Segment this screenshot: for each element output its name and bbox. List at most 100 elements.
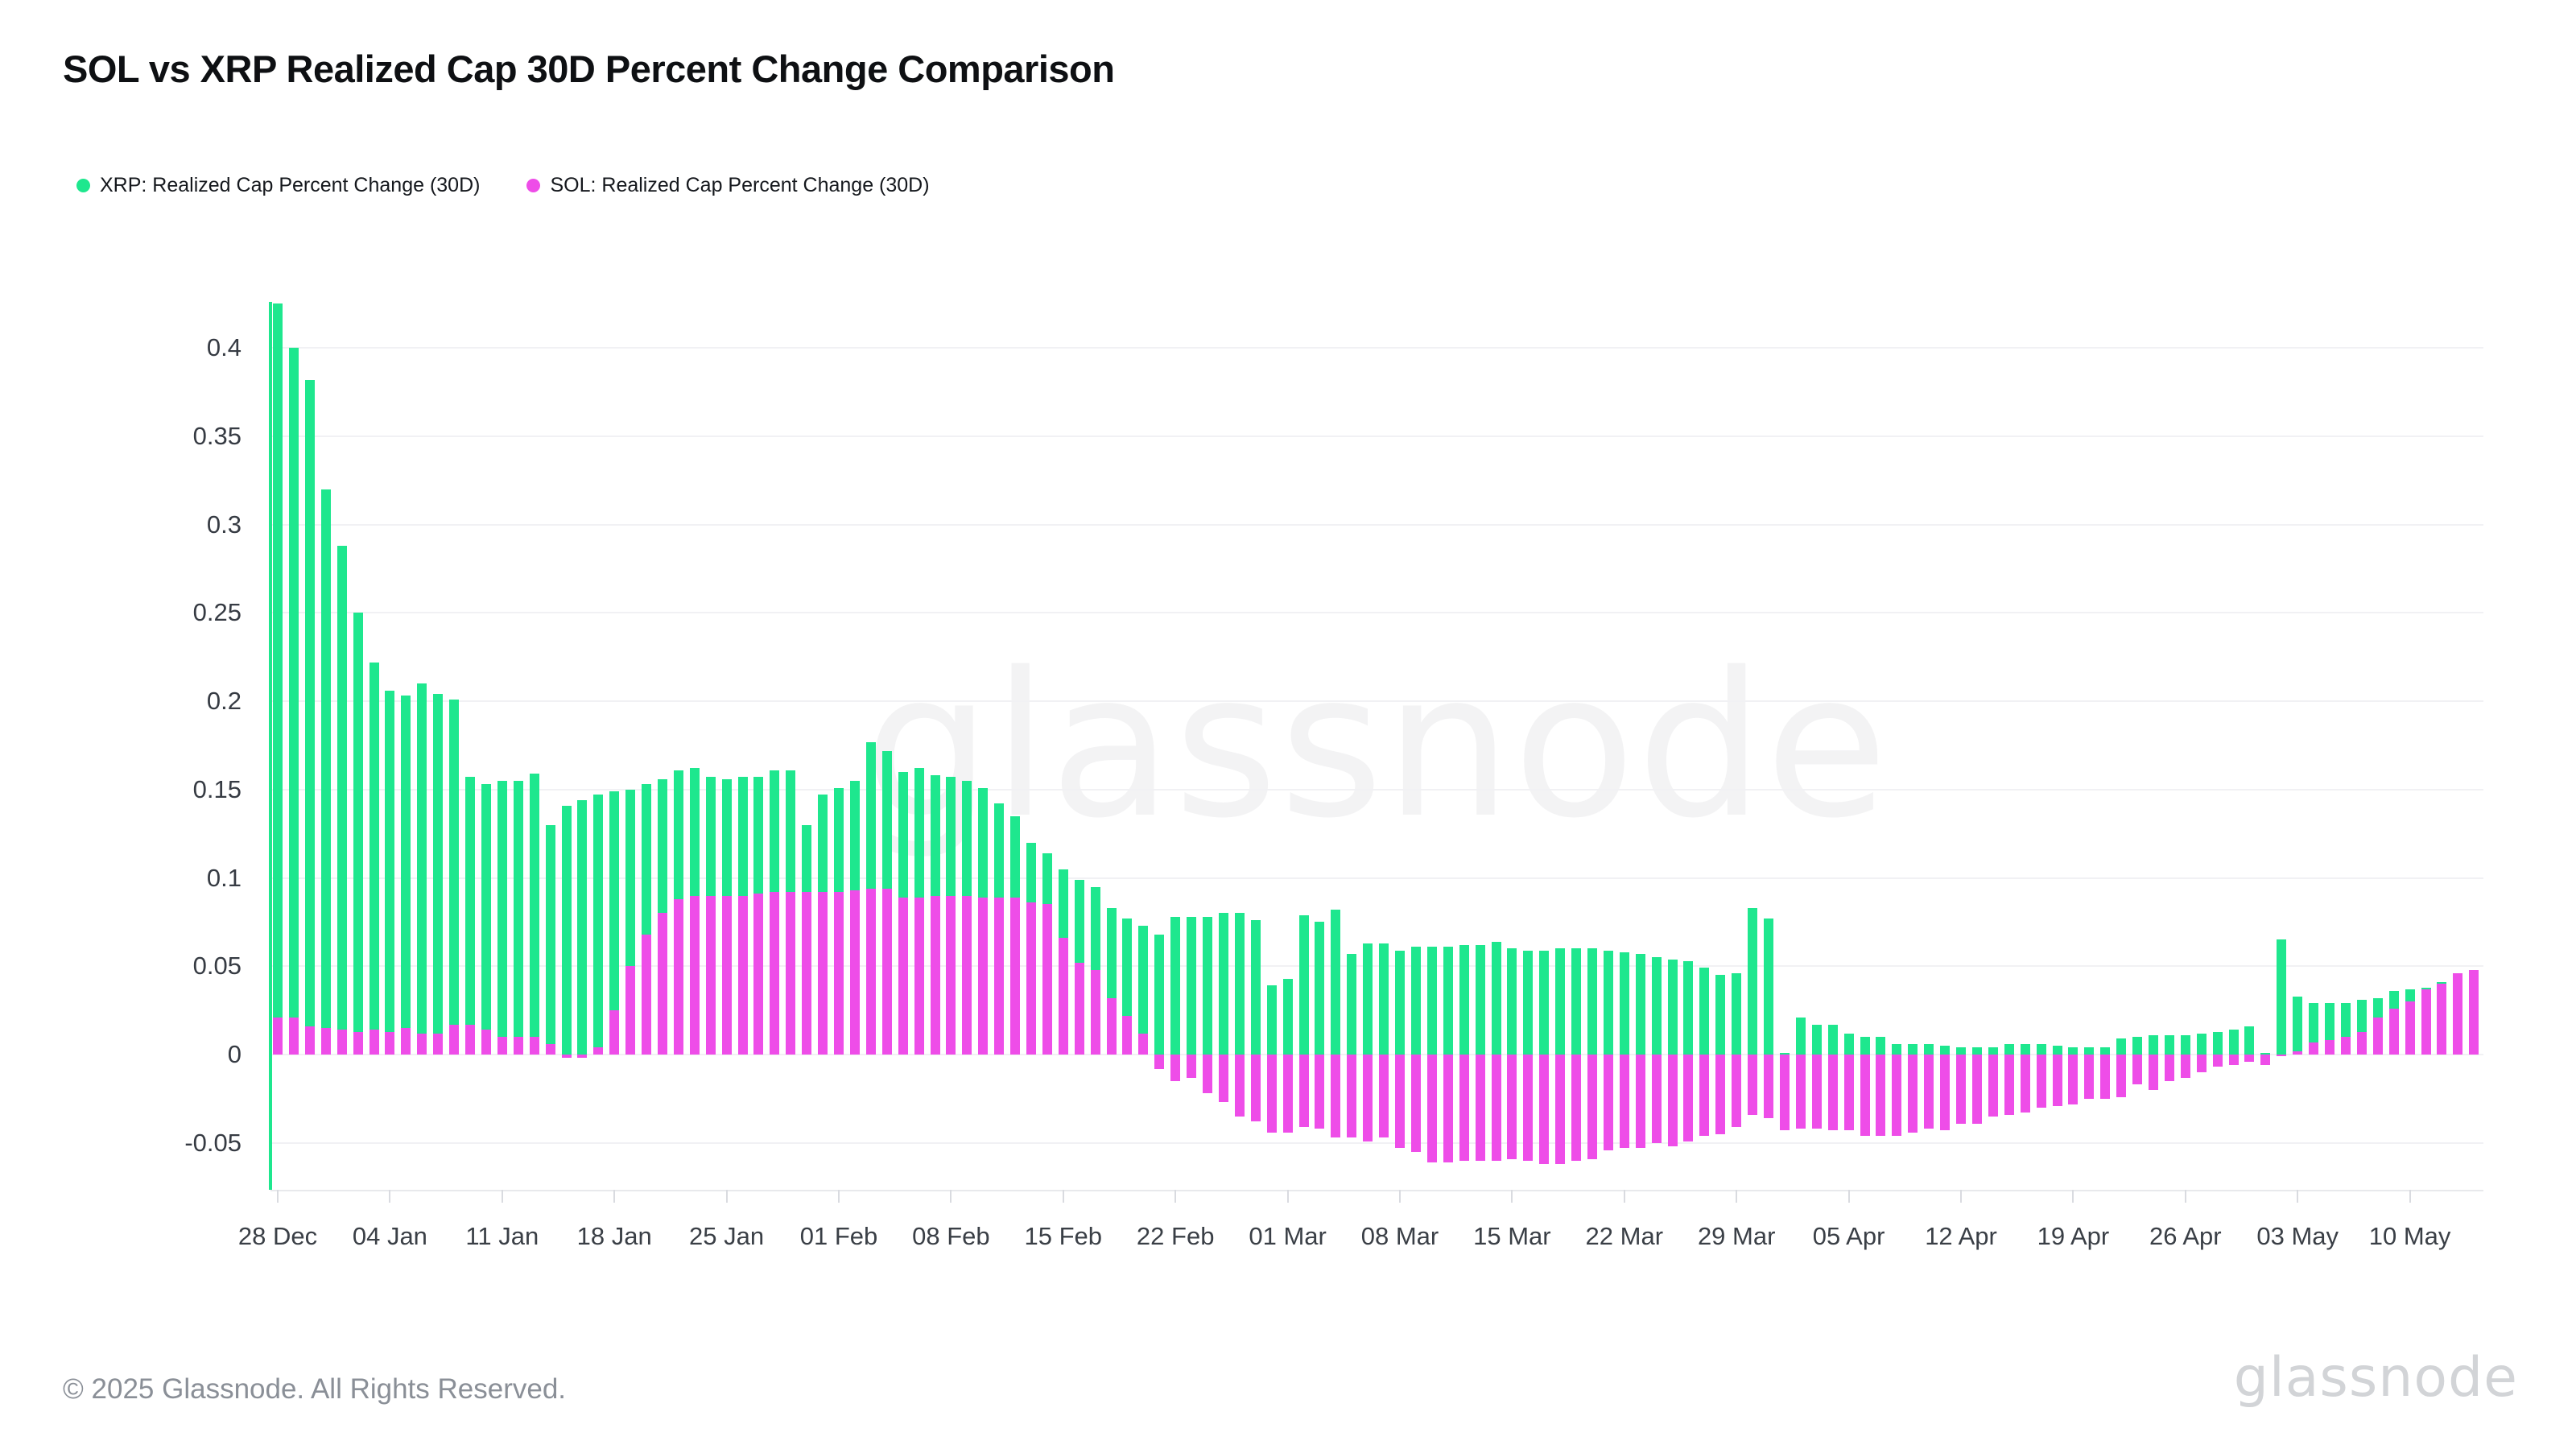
bar-sol-13 Mar	[1475, 1055, 1485, 1161]
bar-sol-26 Apr	[2180, 1055, 2190, 1078]
bar-sol-28 Mar	[1715, 1055, 1726, 1134]
bar-xrp-27 Mar	[1699, 968, 1710, 1055]
bar-xrp-10 Jan	[481, 784, 491, 1055]
legend-item-sol[interactable]: SOL: Realized Cap Percent Change (30D)	[526, 174, 930, 197]
bar-sol-16 Mar	[1523, 1055, 1534, 1161]
y-tick-label: 0.05	[192, 952, 242, 980]
bar-xrp-20 Mar	[1587, 948, 1597, 1055]
bar-xrp-03 May	[2293, 996, 2303, 1055]
bar-sol-01 Feb	[834, 892, 844, 1055]
x-tick-mark	[613, 1190, 616, 1203]
bar-xrp-13 Jan	[529, 774, 539, 1055]
bar-sol-07 Mar	[1379, 1055, 1389, 1138]
bar-sol-03 May	[2293, 1051, 2303, 1055]
bar-sol-18 Mar	[1555, 1055, 1566, 1165]
bar-xrp-15 Mar	[1507, 948, 1517, 1055]
bar-xrp-04 Jan	[385, 690, 395, 1055]
bar-xrp-22 Mar	[1619, 952, 1629, 1055]
bar-sol-28 Apr	[2212, 1055, 2223, 1067]
x-tick-label: 08 Mar	[1360, 1222, 1439, 1250]
bar-sol-23 Apr	[2132, 1055, 2142, 1085]
x-tick-mark	[389, 1190, 391, 1203]
bar-xrp-26 Apr	[2180, 1034, 2190, 1055]
bar-sol-21 Apr	[2100, 1055, 2111, 1099]
bar-sol-30 Dec	[304, 1026, 315, 1055]
bar-sol-13 May	[2453, 973, 2463, 1055]
bar-sol-11 Apr	[1940, 1055, 1951, 1131]
legend-label-sol: SOL: Realized Cap Percent Change (30D)	[550, 174, 930, 196]
bar-sol-31 Jan	[818, 892, 828, 1055]
bar-xrp-14 Apr	[1988, 1047, 1998, 1055]
bar-xrp-10 Mar	[1426, 947, 1437, 1055]
bar-sol-13 Apr	[1971, 1055, 1982, 1124]
bar-xrp-05 Jan	[401, 696, 411, 1055]
page-title: SOL vs XRP Realized Cap 30D Percent Chan…	[63, 47, 1115, 90]
x-tick-mark	[1174, 1190, 1177, 1203]
bar-xrp-16 Apr	[2020, 1043, 2030, 1055]
bar-sol-29 Jan	[786, 892, 796, 1055]
x-tick-mark	[501, 1190, 503, 1203]
legend-label-xrp: XRP: Realized Cap Percent Change (30D)	[100, 174, 481, 196]
sol-series-dot-icon	[526, 179, 541, 192]
legend-item-xrp[interactable]: XRP: Realized Cap Percent Change (30D)	[76, 174, 480, 197]
bar-xrp-07 Mar	[1379, 943, 1389, 1055]
x-tick-mark	[838, 1190, 840, 1203]
bar-xrp-30 Dec	[304, 379, 315, 1055]
y-tick-label: 0	[227, 1040, 242, 1068]
bar-sol-24 Apr	[2148, 1055, 2158, 1090]
bar-xrp-25 Apr	[2164, 1034, 2174, 1055]
bar-sol-28 Feb	[1266, 1055, 1277, 1133]
bar-xrp-27 Feb	[1250, 920, 1261, 1055]
bar-sol-23 Feb	[1187, 1055, 1197, 1078]
bar-xrp-02 Apr	[1795, 1017, 1806, 1055]
bar-sol-14 Mar	[1491, 1055, 1501, 1161]
bar-sol-15 Jan	[561, 1055, 572, 1059]
bar-sol-20 Apr	[2084, 1055, 2095, 1099]
x-tick-mark	[2072, 1190, 2074, 1203]
x-tick-label: 18 Jan	[576, 1222, 652, 1250]
bar-sol-10 Jan	[481, 1030, 491, 1055]
bar-xrp-18 Apr	[2052, 1046, 2062, 1055]
x-tick-label: 05 Apr	[1812, 1222, 1885, 1250]
bar-sol-06 Mar	[1363, 1055, 1373, 1141]
bar-sol-14 May	[2469, 969, 2479, 1055]
bar-sol-01 Mar	[1282, 1055, 1293, 1133]
bar-sol-10 May	[2405, 1001, 2415, 1055]
bar-xrp-14 Jan	[545, 824, 555, 1055]
bar-xrp-28 Feb	[1266, 985, 1277, 1055]
bar-xrp-26 Feb	[1234, 913, 1245, 1055]
bar-sol-04 Apr	[1827, 1055, 1838, 1131]
bar-xrp-18 Mar	[1555, 948, 1566, 1055]
bar-sol-07 Apr	[1876, 1055, 1886, 1136]
x-tick-label: 04 Jan	[352, 1222, 427, 1250]
x-axis-line	[270, 1190, 2483, 1191]
bar-sol-08 Apr	[1892, 1055, 1902, 1136]
glassnode-logo: glassnode	[2233, 1346, 2518, 1410]
x-tick-label: 29 Mar	[1697, 1222, 1776, 1250]
bar-sol-14 Apr	[1988, 1055, 1998, 1117]
left-axis-green-line	[269, 302, 272, 1190]
bar-xrp-01 May	[2260, 1052, 2271, 1055]
y-tick-label: 0.4	[206, 333, 242, 361]
bar-xrp-04 May	[2309, 1003, 2319, 1055]
x-tick-label: 01 Mar	[1249, 1222, 1327, 1250]
y-tick-label: 0.3	[206, 510, 242, 539]
bar-sol-08 May	[2372, 1017, 2383, 1055]
bar-sol-10 Feb	[978, 897, 989, 1055]
bar-sol-19 Apr	[2068, 1055, 2079, 1104]
bar-sol-18 Jan	[609, 1010, 620, 1055]
bar-sol-08 Mar	[1395, 1055, 1405, 1149]
y-tick-label: 0.2	[206, 687, 242, 715]
bar-sol-09 Mar	[1410, 1055, 1421, 1152]
bar-sol-02 Feb	[849, 890, 860, 1055]
bar-sol-12 Apr	[1956, 1055, 1966, 1124]
gridline-0.2	[270, 700, 2483, 702]
bar-sol-31 Dec	[320, 1028, 331, 1055]
bar-sol-03 Apr	[1811, 1055, 1822, 1129]
bar-xrp-15 Jan	[561, 805, 572, 1055]
bar-sol-16 Jan	[577, 1055, 588, 1059]
bar-sol-11 May	[2421, 989, 2431, 1055]
bar-sol-29 Dec	[288, 1017, 299, 1055]
bar-xrp-02 Jan	[353, 613, 363, 1055]
